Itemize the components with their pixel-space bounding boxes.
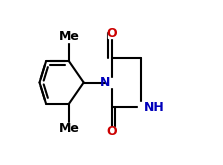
Bar xyxy=(63,123,75,133)
Bar xyxy=(63,32,75,42)
Text: NH: NH xyxy=(144,100,165,114)
Text: Me: Me xyxy=(58,30,79,43)
Text: O: O xyxy=(106,125,117,138)
Bar xyxy=(138,102,150,112)
Text: Me: Me xyxy=(58,122,79,135)
Bar xyxy=(106,78,114,87)
Bar xyxy=(108,29,115,38)
Bar xyxy=(108,127,115,136)
Text: N: N xyxy=(99,76,110,89)
Text: O: O xyxy=(106,27,117,40)
